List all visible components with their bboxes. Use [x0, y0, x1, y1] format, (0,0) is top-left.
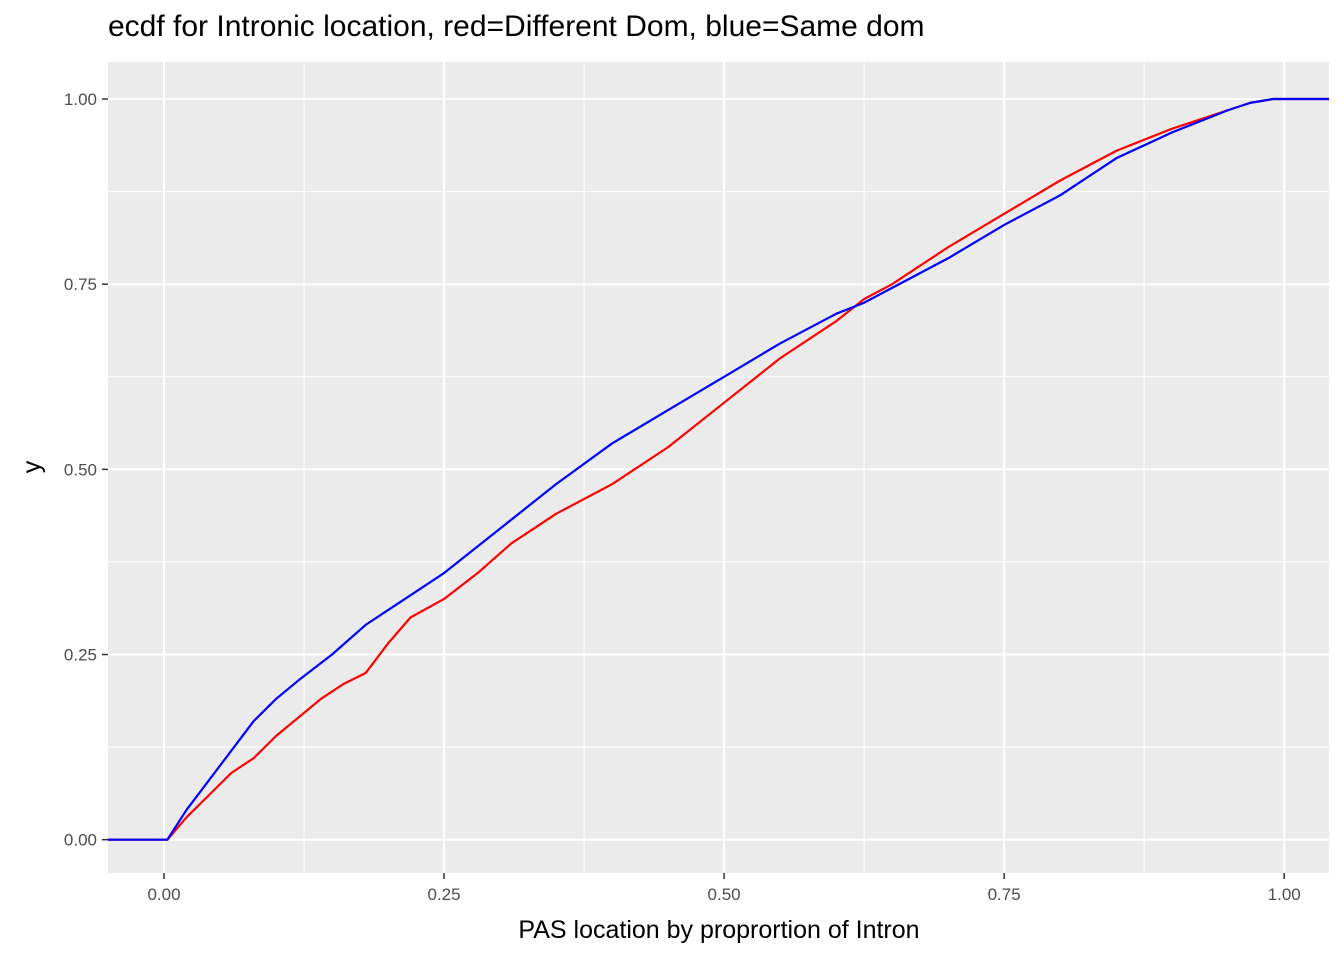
- x-tick-label: 0.25: [428, 885, 461, 904]
- y-axis-title: y: [18, 460, 46, 473]
- major-grid: [108, 62, 1329, 873]
- y-tick-label: 0.75: [64, 275, 97, 294]
- ecdf-line-2: [108, 97, 1329, 841]
- x-tick-label: 0.75: [988, 885, 1021, 904]
- x-tick-label: 0.00: [147, 885, 180, 904]
- y-tick-label: 0.25: [64, 646, 97, 665]
- x-tick-label: 1.00: [1268, 885, 1301, 904]
- axis-ticks: [102, 98, 1285, 879]
- ecdf-line-1: [108, 97, 1329, 841]
- series-layer: [108, 97, 1329, 841]
- x-tick-label: 0.50: [708, 885, 741, 904]
- chart-title: ecdf for Intronic location, red=Differen…: [108, 10, 925, 43]
- tick-labels: 0.00 0.25 0.50 0.75 1.00 0.00 0.25 0.50 0.75 1.00: [64, 90, 1301, 904]
- y-tick-label: 0.50: [64, 460, 97, 479]
- y-tick-label: 0.00: [64, 831, 97, 850]
- minor-grid: [108, 62, 1329, 873]
- x-axis-title: PAS location by proprortion of Intron: [518, 916, 919, 944]
- plot-panel: [108, 62, 1329, 873]
- y-tick-label: 1.00: [64, 90, 97, 109]
